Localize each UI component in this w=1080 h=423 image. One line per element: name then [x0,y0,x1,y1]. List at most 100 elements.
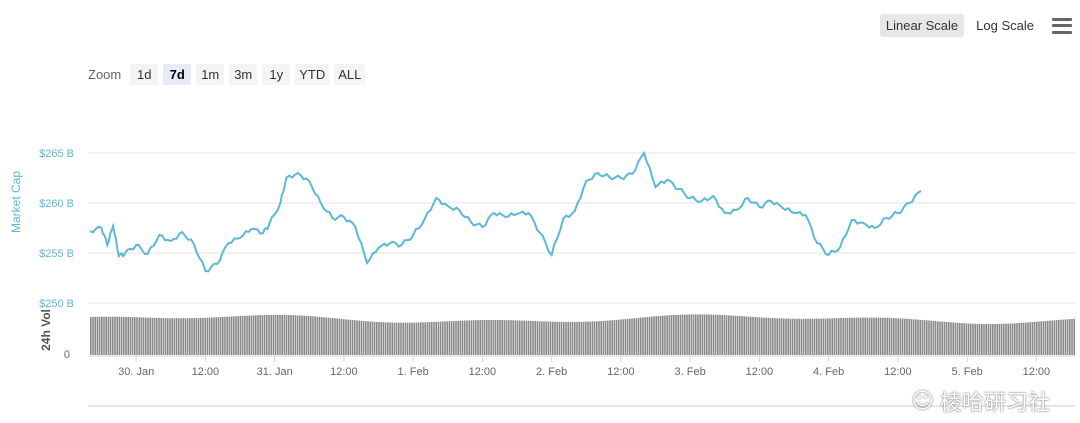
volume-bar [1014,323,1016,355]
zoom-3m-button[interactable]: 3m [229,64,258,85]
volume-bar [490,320,492,355]
volume-bar [602,320,605,355]
volume-bar [994,324,996,355]
volume-bar [888,317,891,355]
volume-bar [798,318,800,355]
volume-bar [915,319,917,355]
zoom-7d-button[interactable]: 7d [163,64,192,85]
volume-bar [598,321,600,355]
volume-bar [301,315,303,355]
volume-bar [470,320,473,355]
volume-bar [382,322,385,355]
volume-bar [734,315,737,355]
zoom-1m-button[interactable]: 1m [196,64,225,85]
volume-zero-label: 0 [64,349,70,361]
volume-bar [457,320,459,355]
volume-bar [730,315,732,355]
volume-bar [571,321,574,355]
volume-bar [580,321,583,355]
volume-bar [380,322,382,355]
volume-bar [552,321,554,355]
volume-bar [708,314,710,355]
volume-bar [193,318,195,355]
y-tick-label: $250 B [39,298,74,310]
volume-bar [864,317,866,355]
volume-bar [1040,321,1042,355]
volume-bar [846,317,849,355]
linear-scale-button[interactable]: Linear Scale [879,14,965,37]
volume-bar [549,321,552,355]
volume-bar [127,317,129,355]
volume-bar [725,315,728,355]
volume-bar [420,322,422,355]
zoom-1d-button[interactable]: 1d [130,64,159,85]
volume-bar [387,322,389,355]
volume-bar [736,315,739,355]
volume-bar [1007,323,1009,355]
zoom-all-button[interactable]: ALL [334,64,366,85]
volume-bar [257,315,259,355]
hamburger-menu-icon[interactable] [1052,17,1072,34]
volume-bar [741,316,743,355]
volume-bar [692,314,695,355]
volume-bar [406,322,409,355]
zoom-ytd-button[interactable]: YTD [295,64,330,85]
volume-bar [600,321,602,355]
volume-bar [303,315,305,355]
watermark: ☺ 棱哈研习社 [911,385,1050,417]
volume-bar [615,319,618,355]
volume-bar [917,319,919,355]
volume-bar [424,322,426,355]
volume-bar [787,318,789,355]
volume-bar [822,318,825,355]
volume-bar [204,317,206,355]
volume-bar [818,318,820,355]
volume-bar [373,321,376,355]
volume-bar [140,317,143,355]
volume-bar [505,320,508,355]
volume-bar [239,316,242,355]
volume-bar [435,321,437,355]
volume-bar [149,317,151,355]
volume-bar [776,318,778,355]
volume-bar [558,321,561,355]
volume-bar [805,318,807,355]
volume-bar [961,323,963,355]
volume-bar [453,321,455,355]
x-tick-label: 30. Jan [118,366,154,378]
volume-bar [970,323,972,355]
volume-bar [959,323,961,355]
volume-bar [206,317,209,355]
volume-bar [545,321,547,355]
volume-bar [1044,321,1047,355]
volume-bar [948,322,950,355]
volume-bar [1049,320,1051,355]
volume-bar [807,318,809,355]
volume-bar [160,318,162,355]
volume-bar [268,314,270,355]
volume-bar [398,322,400,355]
log-scale-button[interactable]: Log Scale [970,14,1040,37]
volume-bar [939,321,941,355]
volume-bar [675,314,677,355]
volume-bar [123,316,125,355]
volume-bar [912,319,915,355]
volume-bar [112,316,114,355]
volume-bar [191,318,193,355]
volume-bar [1071,319,1073,355]
volume-bar [941,321,943,355]
volume-bar [556,321,558,355]
zoom-1y-button[interactable]: 1y [262,64,291,85]
volume-bar [323,317,325,355]
volume-bar [813,318,816,355]
volume-bar [629,318,631,355]
volume-bar [589,321,591,355]
volume-bar [1038,321,1040,355]
volume-bar [178,318,180,355]
volume-bar [965,323,968,355]
volume-bar [992,324,994,355]
volume-bar [334,318,336,355]
volume-bar [754,317,756,355]
volume-bar [404,322,407,355]
volume-bar [288,315,290,355]
